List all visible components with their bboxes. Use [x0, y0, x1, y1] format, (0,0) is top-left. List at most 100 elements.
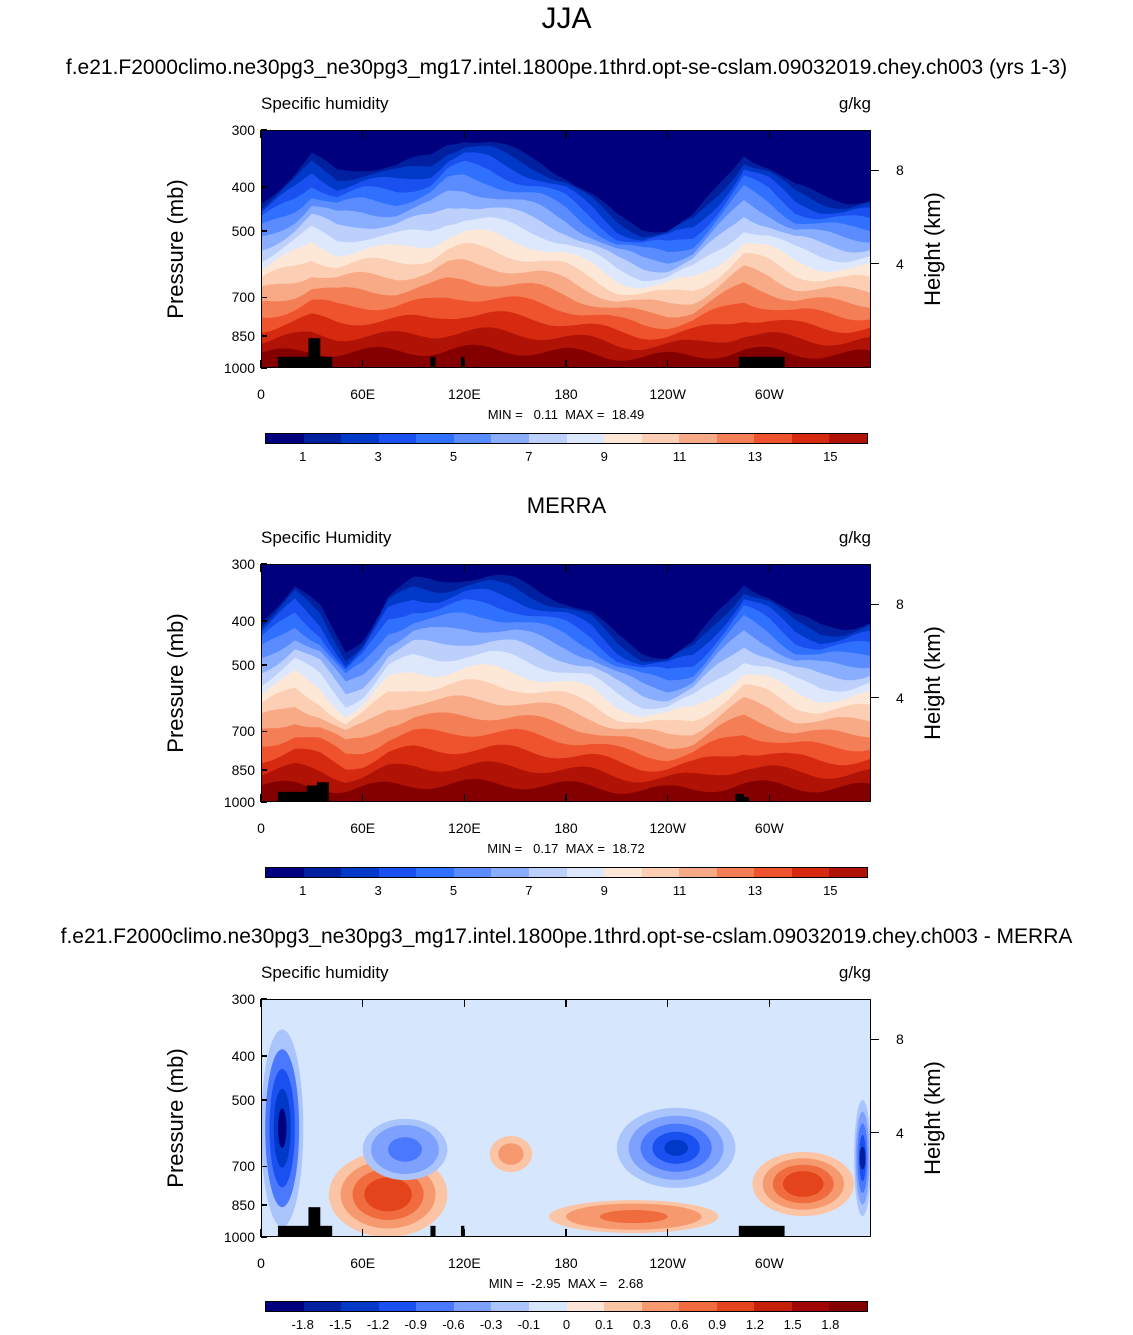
plot-frame [261, 564, 871, 802]
y-tick-mark [261, 335, 267, 337]
colorbar [265, 433, 868, 444]
right-tick-label: 4 [896, 689, 904, 706]
y-tick-label: 700 [231, 1158, 255, 1175]
topography-block [308, 338, 321, 368]
colorbar [265, 1301, 868, 1312]
colorbar-swatch [641, 1302, 680, 1311]
x-tick-label: 60W [754, 1255, 784, 1271]
right-tick-mark [871, 603, 879, 606]
x-tick-mark-top [565, 564, 567, 572]
colorbar-swatch [641, 868, 680, 877]
colorbar-swatch [679, 1302, 717, 1311]
colorbar-swatch [716, 868, 755, 877]
y-tick-label: 1000 [223, 1229, 255, 1245]
diff-feature-7-level-4 [859, 1146, 866, 1170]
contour-plot-area [261, 130, 871, 368]
y-axis-title: Pressure (mb) [163, 1048, 188, 1188]
right-axis-title: Height (km) [920, 626, 945, 740]
colorbar-label: -1.8 [291, 1317, 314, 1332]
units-label: g/kg [838, 528, 871, 547]
x-tick-label: 120E [447, 820, 481, 836]
y-tick-mark [261, 129, 267, 131]
x-tick-mark-top [361, 564, 364, 572]
x-tick-mark-top [768, 130, 771, 138]
colorbar-swatch [416, 868, 454, 877]
x-tick-label: 180 [554, 820, 578, 836]
y-tick-label: 700 [231, 723, 255, 740]
y-tick-mark [261, 296, 267, 299]
y-tick-mark [261, 769, 267, 771]
y-tick-label: 400 [231, 178, 255, 195]
colorbar-swatch [416, 1302, 454, 1311]
topography-block [430, 356, 436, 368]
min-max-label: MIN = 0.17 MAX = 18.72 [487, 841, 645, 856]
panel-title: f.e21.F2000climo.ne30pg3_ne30pg3_mg17.in… [65, 56, 1068, 79]
x-tick-mark-top [463, 564, 466, 572]
colorbar-swatch [266, 434, 304, 443]
x-tick-mark [260, 794, 262, 802]
colorbar-label: -0.3 [479, 1317, 503, 1332]
x-tick-mark-top [768, 564, 771, 572]
colorbar-swatch [754, 1302, 792, 1311]
y-tick-mark [261, 730, 267, 733]
x-tick-label: 0 [257, 820, 265, 836]
variable-label: Specific humidity [261, 963, 389, 982]
x-tick-mark [361, 1229, 364, 1237]
right-tick-label: 4 [896, 1124, 904, 1141]
x-tick-mark [768, 1229, 771, 1237]
colorbar-swatch [566, 434, 605, 443]
x-tick-mark-top [361, 999, 364, 1007]
colorbar-label: 15 [823, 883, 838, 898]
contour-plot-area [261, 564, 871, 802]
min-max-label: MIN = -2.95 MAX = 2.68 [488, 1276, 644, 1291]
right-tick-mark [871, 262, 879, 265]
colorbar-label: 1 [299, 883, 307, 898]
colorbar-swatch [528, 868, 567, 877]
x-tick-mark [260, 360, 262, 368]
x-tick-label: 60W [754, 386, 784, 402]
x-tick-mark [260, 1229, 262, 1237]
contour-band-16 [261, 344, 871, 368]
x-tick-mark [463, 1229, 466, 1237]
colorbar-label: 1.8 [821, 1317, 840, 1332]
y-tick-mark [261, 1099, 267, 1101]
colorbar-label: 0.1 [595, 1317, 614, 1332]
colorbar [265, 867, 868, 878]
diff-feature-2-level-4 [396, 1143, 414, 1156]
right-tick-label: 4 [896, 255, 904, 272]
colorbar-label: 7 [525, 449, 533, 464]
x-tick-mark [666, 360, 669, 368]
y-tick-label: 1000 [223, 360, 255, 376]
colorbar-swatch [266, 868, 304, 877]
colorbar-label: 0.3 [632, 1317, 651, 1332]
colorbar-label: 9 [600, 449, 608, 464]
colorbar-label: 15 [823, 449, 838, 464]
x-tick-label: 0 [257, 386, 265, 402]
colorbar-swatch [604, 1302, 642, 1311]
x-tick-mark-top [565, 130, 567, 138]
y-tick-mark [261, 563, 267, 565]
y-tick-label: 1000 [223, 794, 255, 810]
contour-field [261, 564, 871, 802]
topography-block [738, 356, 785, 368]
topography-block [277, 791, 321, 802]
y-tick-label: 400 [231, 1047, 255, 1064]
y-tick-label: 500 [231, 1091, 255, 1108]
x-tick-mark [666, 1229, 669, 1237]
colorbar-swatch [754, 868, 792, 877]
colorbar-label: -1.5 [329, 1317, 352, 1332]
colorbar-label: -0.1 [517, 1317, 541, 1332]
units-label: g/kg [838, 963, 871, 982]
colorbar-swatch [341, 1302, 379, 1311]
y-tick-mark [261, 801, 267, 803]
colorbar-label: -0.6 [442, 1317, 465, 1332]
colorbar-label: 11 [672, 449, 687, 464]
contour-field [261, 130, 871, 368]
colorbar-swatch [491, 434, 529, 443]
x-tick-mark-top [463, 130, 466, 138]
colorbar-label: 7 [525, 883, 533, 898]
colorbar-swatch [303, 434, 342, 443]
right-axis-title: Height (km) [920, 192, 945, 306]
colorbar-swatch [566, 868, 605, 877]
x-tick-label: 60E [350, 386, 376, 402]
